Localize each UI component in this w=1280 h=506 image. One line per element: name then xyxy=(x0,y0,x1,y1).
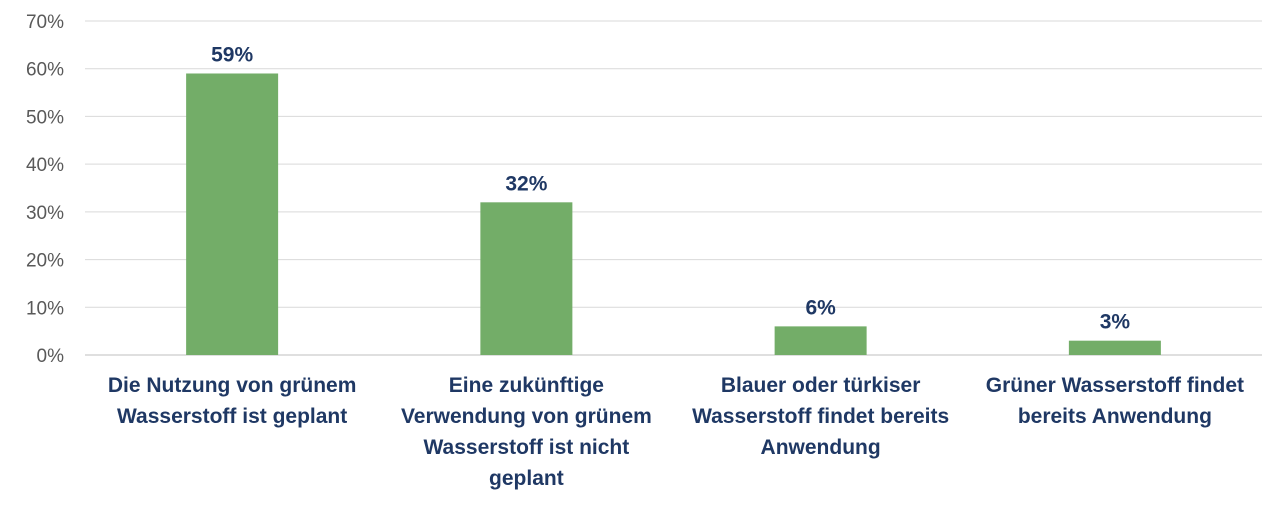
y-tick-label: 60% xyxy=(26,60,64,81)
y-tick-label: 20% xyxy=(26,251,64,272)
category-label: Die Nutzung von grünem Wasserstoff ist ge… xyxy=(85,370,379,432)
category-label-line: Blauer oder türkiser xyxy=(720,374,921,397)
bar xyxy=(480,202,573,355)
category-label-line: Wasserstoff ist nicht xyxy=(423,436,630,459)
y-tick-label: 70% xyxy=(26,12,64,33)
data-label: 32% xyxy=(505,172,547,195)
y-tick-label: 0% xyxy=(37,346,65,367)
y-tick-label: 10% xyxy=(26,298,64,319)
y-tick-label: 50% xyxy=(26,107,64,128)
category-label-line: Eine zukünftige xyxy=(448,374,604,397)
category-label-line: bereits Anwendung xyxy=(1017,405,1212,428)
data-label: 6% xyxy=(805,296,836,319)
category-label-line: Grüner Wasserstoff findet xyxy=(985,374,1244,397)
y-tick-label: 40% xyxy=(26,155,64,176)
bar xyxy=(186,73,279,355)
data-label: 59% xyxy=(211,43,253,66)
category-label-line: Wasserstoff findet bereits xyxy=(692,405,950,428)
category-label: Blauer oder türkiser Wasserstoff findet b… xyxy=(674,370,968,463)
bar xyxy=(774,326,867,355)
category-label-line: Die Nutzung von grünem xyxy=(107,374,357,397)
y-tick-label: 30% xyxy=(26,203,64,224)
category-label-line: Wasserstoff ist geplant xyxy=(116,405,348,428)
data-label: 3% xyxy=(1100,311,1131,334)
category-label-line: Anwendung xyxy=(760,436,881,459)
category-label: Grüner Wasserstoff findet bereits Anwendu… xyxy=(968,370,1262,432)
bar xyxy=(1068,340,1161,355)
category-label-line: geplant xyxy=(489,467,564,490)
category-label-line: Verwendung von grünem xyxy=(400,405,652,428)
category-label: Eine zukünftige Verwendung von grünem Wass… xyxy=(379,370,673,494)
